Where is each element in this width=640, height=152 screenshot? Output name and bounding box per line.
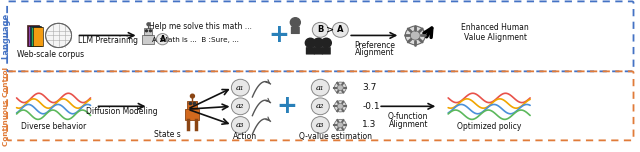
Text: +: + [268, 23, 289, 47]
Text: Diffusion Modeling: Diffusion Modeling [86, 107, 157, 116]
Text: LLM Pretraining: LLM Pretraining [77, 36, 138, 45]
Text: B: B [317, 25, 323, 34]
Circle shape [150, 30, 152, 32]
Circle shape [291, 18, 300, 27]
Text: >: > [326, 25, 334, 35]
Circle shape [337, 104, 343, 109]
Circle shape [321, 38, 332, 48]
Circle shape [191, 94, 195, 98]
Text: State s: State s [154, 130, 181, 139]
Circle shape [334, 101, 346, 112]
Circle shape [405, 26, 425, 45]
Text: -0.1: -0.1 [362, 102, 380, 111]
Text: Alignment: Alignment [388, 119, 428, 129]
FancyBboxPatch shape [27, 25, 38, 46]
FancyBboxPatch shape [33, 27, 43, 46]
FancyBboxPatch shape [322, 47, 331, 55]
FancyBboxPatch shape [31, 27, 42, 46]
Text: Help me solve this math ...: Help me solve this math ... [149, 22, 252, 31]
Circle shape [232, 79, 250, 96]
FancyBboxPatch shape [291, 27, 300, 34]
Text: Language: Language [1, 12, 10, 59]
Text: +: + [276, 94, 297, 118]
Circle shape [334, 119, 346, 131]
Circle shape [145, 30, 147, 32]
Circle shape [232, 117, 250, 133]
Text: A :Math is ...  B :Sure, ...: A :Math is ... B :Sure, ... [152, 37, 239, 43]
FancyBboxPatch shape [314, 47, 323, 55]
FancyBboxPatch shape [186, 109, 200, 120]
Circle shape [332, 22, 348, 37]
Text: A: A [159, 35, 165, 44]
Circle shape [147, 23, 150, 26]
Text: a₂: a₂ [236, 102, 244, 110]
Text: Value Alignment: Value Alignment [463, 33, 527, 42]
Text: a₃: a₃ [316, 121, 324, 129]
Circle shape [410, 31, 420, 40]
Circle shape [337, 122, 343, 128]
Circle shape [337, 85, 343, 90]
Text: Preference: Preference [354, 41, 395, 50]
Text: Action: Action [234, 132, 257, 141]
FancyBboxPatch shape [145, 28, 152, 35]
Circle shape [334, 82, 346, 93]
Text: Optimized policy: Optimized policy [457, 122, 522, 131]
Circle shape [193, 102, 196, 105]
FancyBboxPatch shape [143, 35, 154, 44]
Text: Alignment: Alignment [355, 48, 394, 57]
Circle shape [311, 117, 330, 133]
FancyBboxPatch shape [29, 26, 40, 46]
Text: Continuous Control: Continuous Control [3, 67, 8, 146]
Text: Q-value estimation: Q-value estimation [299, 132, 372, 141]
Text: Web-scale corpus: Web-scale corpus [17, 50, 84, 59]
FancyBboxPatch shape [28, 26, 40, 46]
Text: a₁: a₁ [316, 84, 324, 92]
Circle shape [311, 98, 330, 115]
Text: Diverse behavior: Diverse behavior [21, 122, 86, 131]
Text: A: A [337, 25, 344, 34]
Circle shape [189, 102, 191, 105]
FancyBboxPatch shape [188, 101, 197, 109]
Text: 3.7: 3.7 [362, 83, 377, 92]
Circle shape [156, 34, 168, 45]
Circle shape [312, 22, 328, 37]
Text: Q-function: Q-function [388, 112, 428, 121]
Circle shape [305, 38, 316, 48]
Circle shape [314, 38, 323, 48]
Text: a₃: a₃ [236, 121, 244, 129]
Circle shape [311, 79, 330, 96]
Circle shape [232, 98, 250, 115]
Circle shape [45, 23, 72, 48]
Text: Enhanced Human: Enhanced Human [461, 23, 529, 33]
Text: a₁: a₁ [236, 84, 244, 92]
FancyBboxPatch shape [306, 47, 315, 55]
Text: 1.3: 1.3 [362, 121, 377, 130]
Text: a₂: a₂ [316, 102, 324, 110]
